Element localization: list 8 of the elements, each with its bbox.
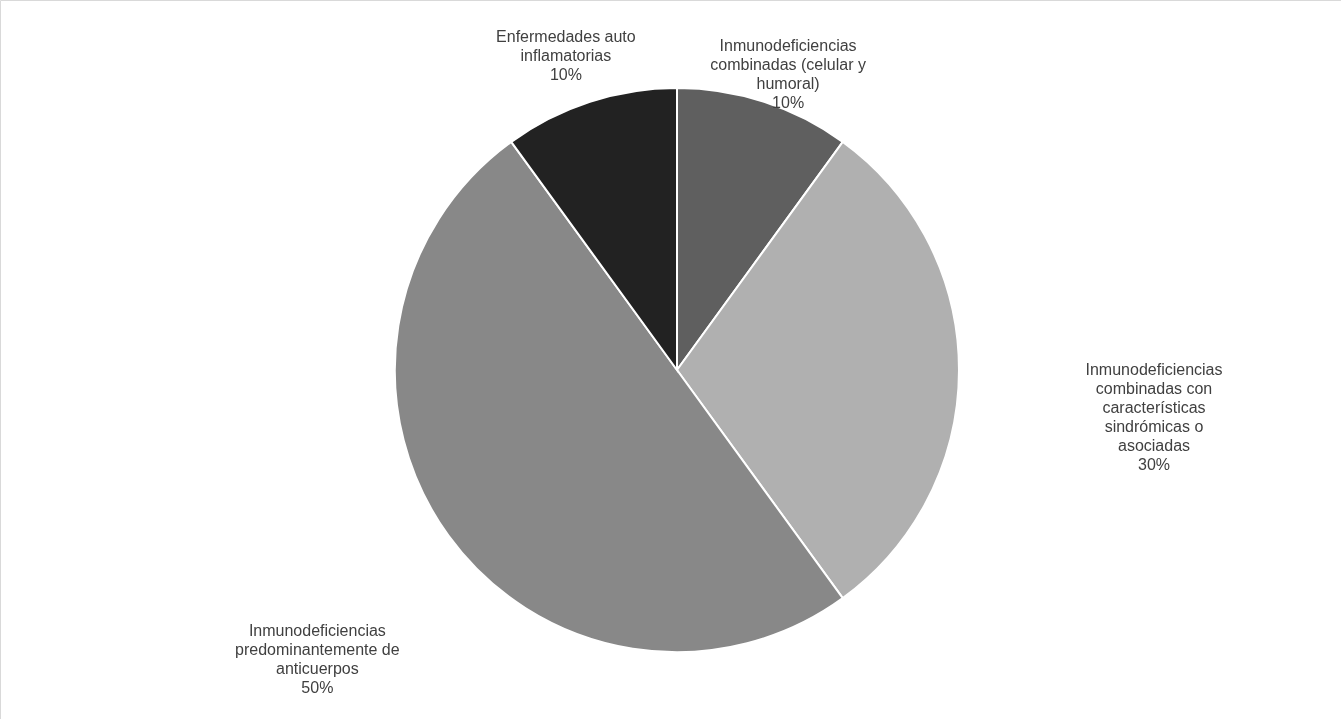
slice-label: Inmunodeficiencias combinadas con características sindrómicas o asociadas bbox=[1085, 361, 1223, 454]
slice-label: Enfermedades auto inflamatorias bbox=[496, 27, 636, 64]
slice-label: Inmunodeficiencias predominantemente de anticuerpos bbox=[235, 622, 400, 678]
data-label: 50% bbox=[301, 679, 334, 697]
data-label: 30% bbox=[1137, 456, 1171, 473]
data-label: 10% bbox=[549, 65, 582, 83]
data-label: 10% bbox=[772, 94, 805, 111]
slice-label: Inmunodeficiencias combinadas (celular y humoral) bbox=[710, 37, 866, 92]
